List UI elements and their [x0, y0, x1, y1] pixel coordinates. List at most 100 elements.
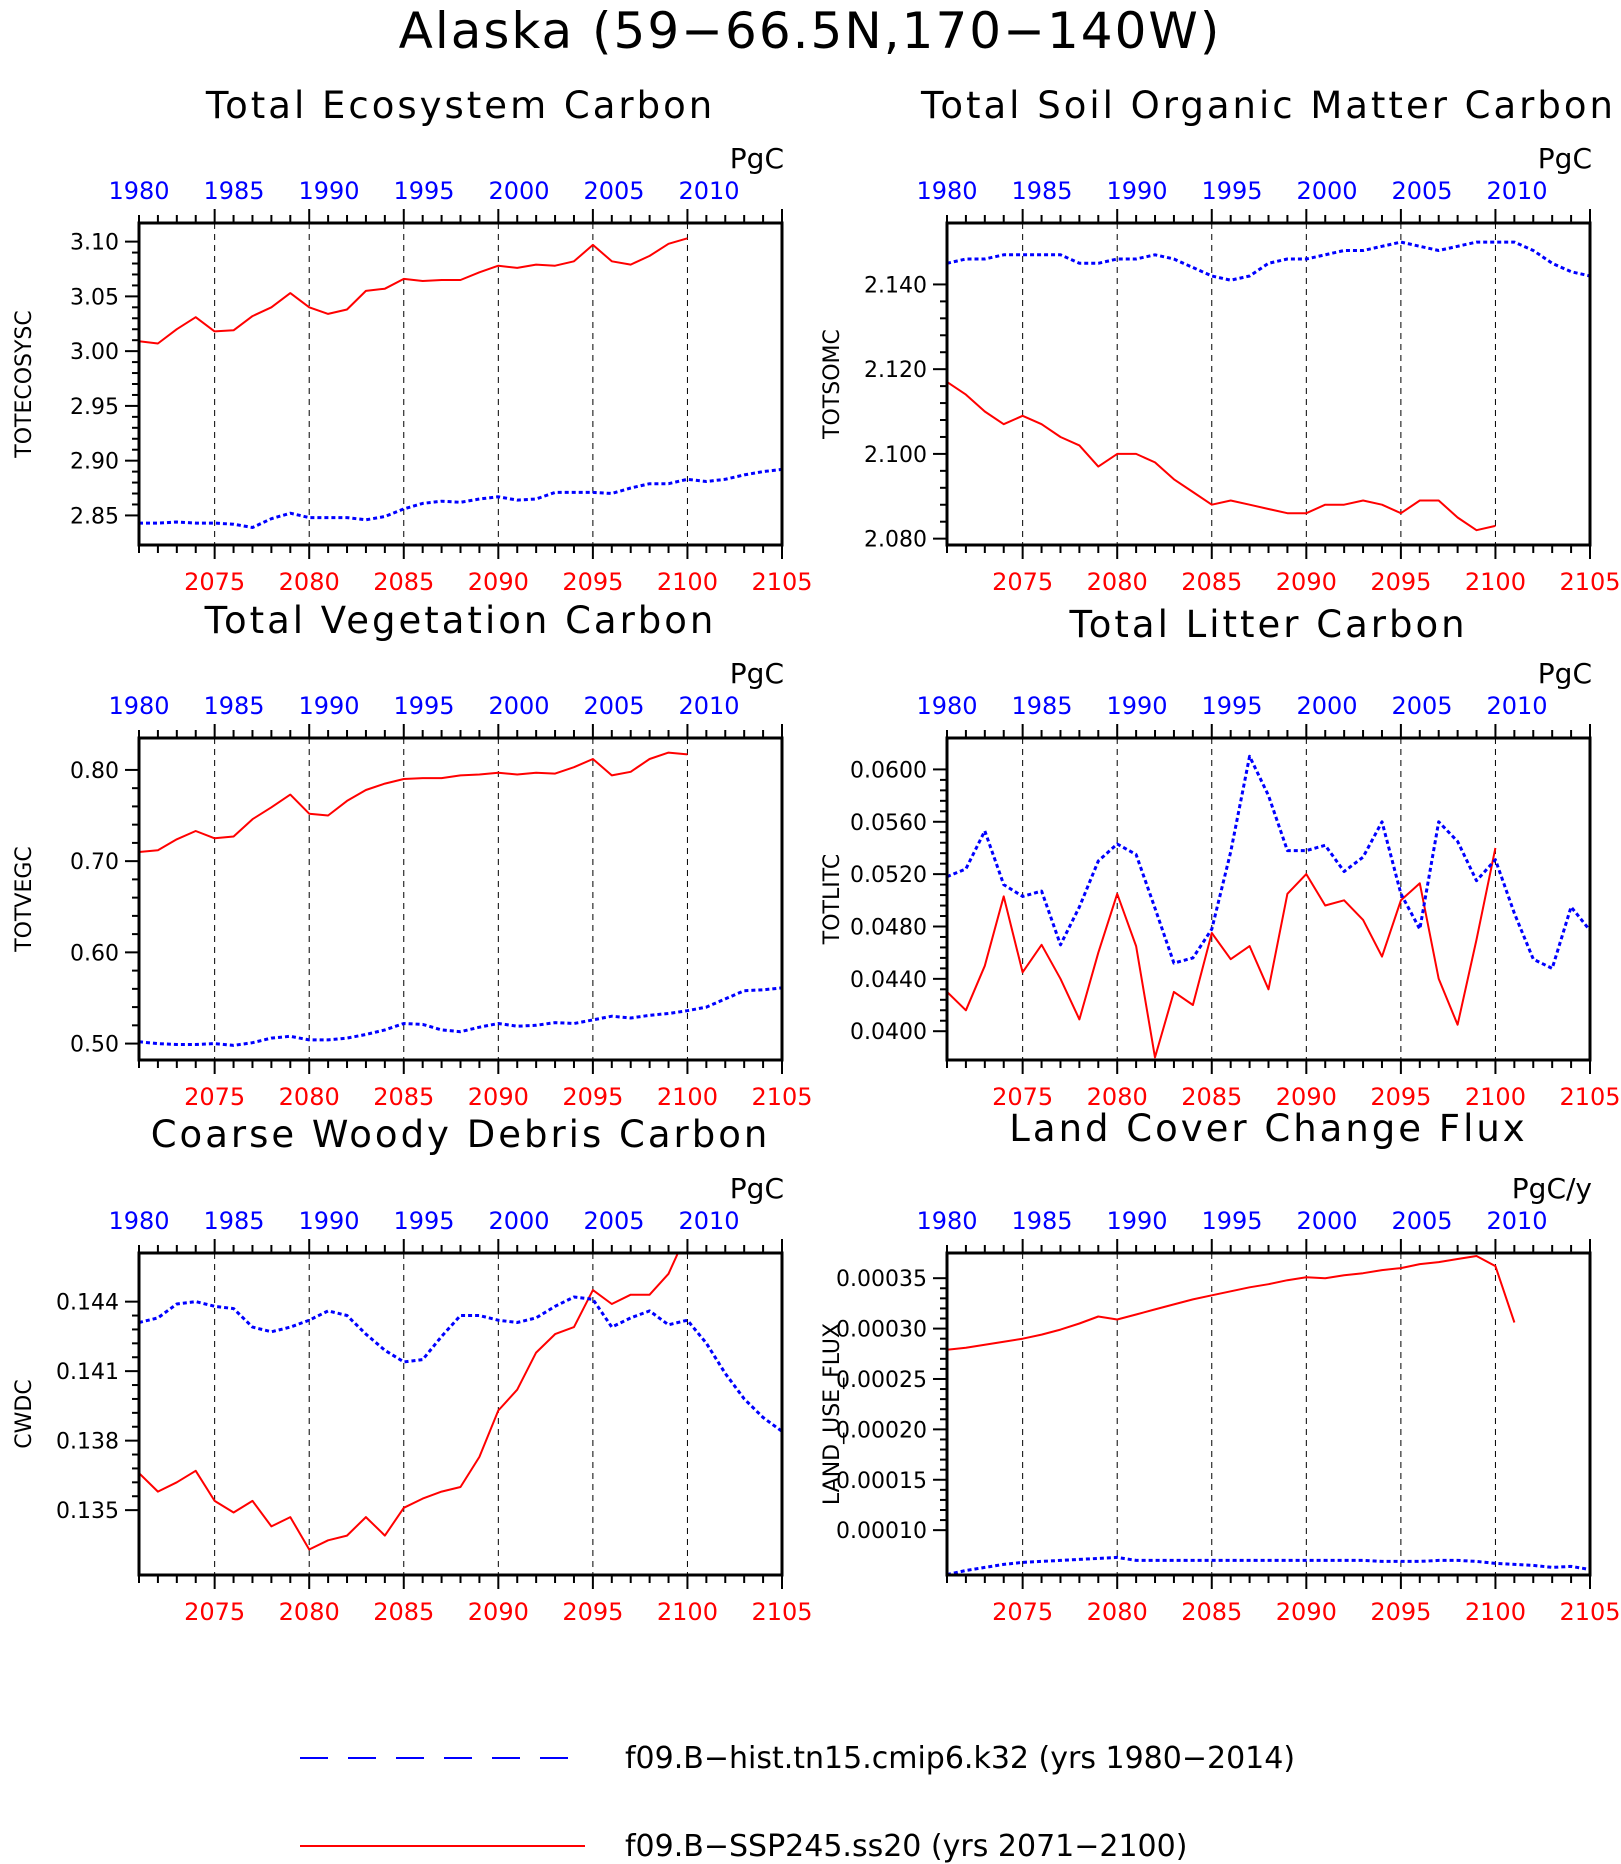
plot-frame: [137, 736, 784, 1062]
figure-title: Alaska (59−66.5N,170−140W): [399, 2, 1222, 60]
series-line-ssp: [947, 847, 1497, 1059]
x-tick-label-top: 1990: [1106, 177, 1167, 205]
y-tick-label: 3.00: [70, 340, 119, 365]
x-tick-label-top: 1995: [393, 177, 454, 205]
x-tick-label-top: 1990: [1106, 1207, 1167, 1235]
x-tick-label-bottom: 2090: [468, 1083, 529, 1111]
series-group: [139, 751, 782, 1047]
x-tick-label-top: 1990: [298, 1207, 359, 1235]
legend-label-ssp: f09.B−SSP245.ss20 (yrs 2071−2100): [625, 1829, 1187, 1864]
chart-panel: Land Cover Change Flux PgC/y LAND_USE_FLUX…: [820, 1107, 1621, 1626]
x-tick-label-top: 1990: [298, 692, 359, 720]
x-tick-label-top: 1995: [393, 1207, 454, 1235]
chart-panel: Total Vegetation Carbon PgC TOTVEGC 2075 208…: [12, 599, 813, 1111]
y-tick-label: 0.135: [56, 1499, 119, 1524]
x-tick-label-top: 1980: [916, 692, 977, 720]
series-line-ssp: [947, 1255, 1516, 1351]
x-tick-label-top: 1980: [916, 177, 977, 205]
x-tick-label-bottom: 2100: [1465, 568, 1526, 596]
x-tick-label-bottom: 2105: [751, 1083, 812, 1111]
series-line-hist: [139, 986, 782, 1047]
legend: f09.B−hist.tn15.cmip6.k32 (yrs 1980−2014…: [300, 1741, 1295, 1864]
legend-label-hist: f09.B−hist.tn15.cmip6.k32 (yrs 1980−2014…: [625, 1741, 1295, 1776]
x-tick-label-bottom: 2085: [1181, 568, 1242, 596]
y-tick-label: 0.141: [56, 1360, 119, 1385]
x-tick-label-top: 2000: [1296, 692, 1357, 720]
y-tick-label: 2.080: [864, 528, 927, 553]
y-axis-label: TOTECOSYSC: [12, 310, 37, 459]
x-tick-label-bottom: 2090: [468, 568, 529, 596]
y-tick-label: 0.50: [70, 1033, 119, 1058]
x-tick-label-top: 2010: [678, 1207, 739, 1235]
plot-frame: [945, 221, 1592, 547]
y-tick-label: 0.80: [70, 759, 119, 784]
plot-frame: [945, 1251, 1592, 1577]
y-axis-label: CWDC: [12, 1379, 37, 1448]
series-group: [139, 237, 782, 529]
y-tick-label: 0.144: [56, 1291, 119, 1316]
x-tick-label-bottom: 2105: [751, 568, 812, 596]
chart-units: PgC: [1538, 657, 1592, 690]
y-tick-label: 2.95: [70, 395, 119, 420]
x-tick-label-bottom: 2095: [562, 568, 623, 596]
x-tick-label-top: 1985: [203, 1207, 264, 1235]
x-tick-label-bottom: 2095: [562, 1598, 623, 1626]
series-line-ssp: [139, 751, 688, 853]
x-tick-label-bottom: 2095: [1370, 1083, 1431, 1111]
x-tick-label-bottom: 2100: [1465, 1083, 1526, 1111]
y-axis-label: LAND_USE_FLUX: [820, 1323, 845, 1505]
x-tick-label-top: 1985: [203, 177, 264, 205]
x-tick-label-top: 1980: [916, 1207, 977, 1235]
x-tick-label-bottom: 2100: [657, 1598, 718, 1626]
x-tick-label-top: 2005: [583, 1207, 644, 1235]
x-tick-label-bottom: 2105: [751, 1598, 812, 1626]
x-tick-label-bottom: 2105: [1559, 568, 1620, 596]
series-line-ssp: [139, 237, 688, 345]
x-tick-label-bottom: 2090: [1276, 1598, 1337, 1626]
x-tick-label-top: 2005: [1391, 177, 1452, 205]
y-tick-label: 0.138: [56, 1430, 119, 1455]
x-tick-label-top: 2010: [1486, 692, 1547, 720]
plot-frame: [137, 221, 784, 547]
x-tick-label-bottom: 2095: [1370, 1598, 1431, 1626]
x-tick-label-top: 2005: [1391, 692, 1452, 720]
x-tick-label-bottom: 2085: [373, 1598, 434, 1626]
x-tick-label-bottom: 2075: [992, 1598, 1053, 1626]
y-tick-label: 0.60: [70, 941, 119, 966]
chart-title: Total Vegetation Carbon: [204, 599, 717, 642]
x-tick-label-top: 1995: [1201, 692, 1262, 720]
chart-panel: Total Ecosystem Carbon PgC TOTECOSYSC 2075 2…: [12, 84, 813, 596]
x-tick-label-bottom: 2095: [562, 1083, 623, 1111]
x-tick-label-top: 1990: [298, 177, 359, 205]
x-tick-label-top: 1980: [108, 692, 169, 720]
x-tick-label-top: 1980: [108, 177, 169, 205]
series-line-ssp: [139, 1253, 680, 1551]
chart-panel: Total Litter Carbon PgC TOTLITC 2075 2080 208…: [820, 603, 1621, 1111]
x-tick-label-top: 2000: [1296, 1207, 1357, 1235]
plot-frame: [137, 1251, 784, 1577]
x-tick-label-bottom: 2080: [279, 1083, 340, 1111]
x-tick-label-bottom: 2080: [279, 568, 340, 596]
x-tick-label-bottom: 2105: [1559, 1083, 1620, 1111]
y-axis-label: TOTLITC: [820, 854, 845, 945]
x-tick-label-bottom: 2075: [184, 568, 245, 596]
chart-units: PgC: [730, 1172, 784, 1205]
chart-units: PgC: [730, 657, 784, 690]
chart-panel: Total Soil Organic Matter Carbon PgC TOTSO…: [820, 84, 1621, 596]
y-tick-label: 0.0480: [850, 915, 927, 940]
chart-title: Total Soil Organic Matter Carbon: [920, 84, 1616, 127]
x-tick-label-top: 2005: [1391, 1207, 1452, 1235]
x-tick-label-bottom: 2095: [1370, 568, 1431, 596]
y-tick-label: 2.140: [864, 273, 927, 298]
x-tick-label-top: 2010: [1486, 177, 1547, 205]
y-tick-label: 3.05: [70, 285, 119, 310]
y-tick-label: 0.00010: [836, 1519, 927, 1544]
x-tick-label-top: 1985: [1011, 177, 1072, 205]
series-line-hist: [139, 1295, 782, 1433]
series-line-hist: [947, 754, 1590, 970]
x-tick-label-top: 2005: [583, 177, 644, 205]
series-line-ssp: [947, 381, 1496, 532]
y-tick-label: 0.0560: [850, 811, 927, 836]
y-tick-label: 2.100: [864, 443, 927, 468]
y-tick-label: 3.10: [70, 231, 119, 256]
